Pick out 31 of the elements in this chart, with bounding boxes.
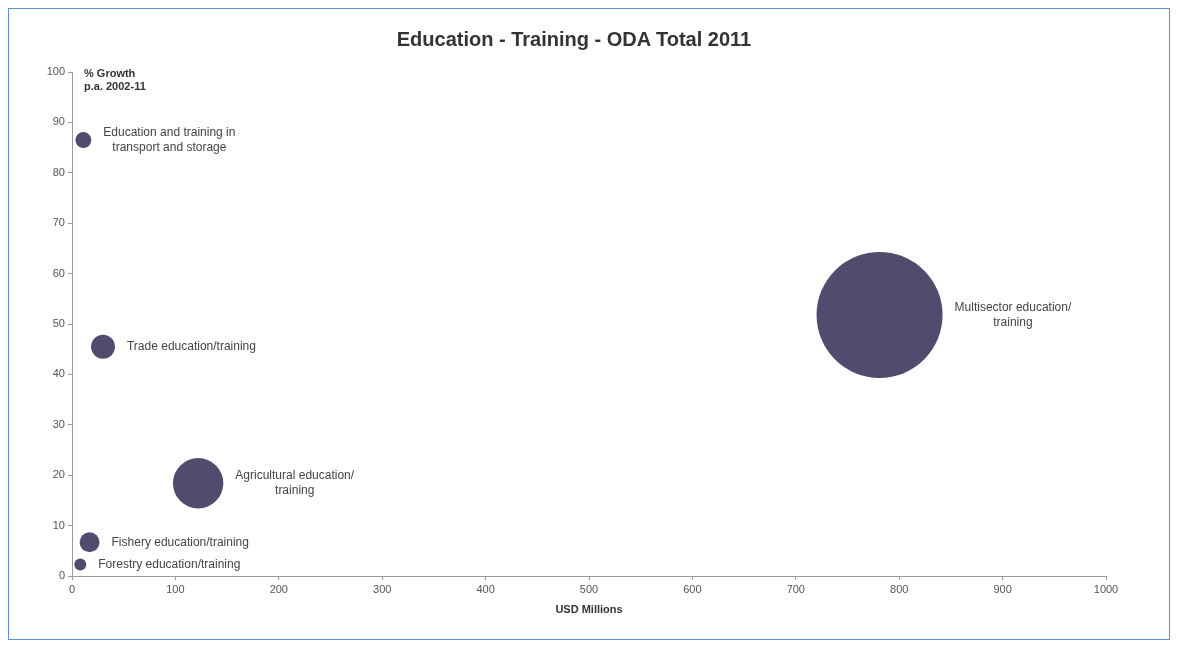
- x-tick-label: 800: [890, 582, 909, 595]
- x-tick-label: 300: [373, 582, 392, 595]
- y-tick-label: 20: [52, 468, 65, 481]
- x-tick-label: 700: [786, 582, 805, 595]
- y-tick-label: 10: [52, 518, 65, 531]
- y-tick-label: 40: [52, 367, 65, 380]
- x-tick-label: 500: [579, 582, 599, 595]
- chart-title: Education - Training - ODA Total 2011: [396, 27, 752, 50]
- series-label: Education and training in transport and storage: [103, 124, 236, 154]
- y-tick-label: 30: [52, 417, 65, 430]
- series-label: Forestry education/training: [98, 556, 241, 571]
- x-tick-label: 600: [683, 582, 702, 595]
- y-tick-label: 60: [52, 266, 65, 279]
- y-tick-label: 50: [52, 317, 65, 330]
- series-label: Agricultural education/ training: [235, 468, 355, 498]
- y-tick-label: 80: [52, 165, 65, 178]
- y-tick-label: 90: [52, 115, 65, 128]
- x-tick-label: 200: [269, 582, 288, 595]
- x-tick-label: 900: [993, 582, 1012, 595]
- x-tick-label: 100: [166, 582, 185, 595]
- series-label: Trade education/training: [126, 338, 256, 353]
- y-tick-label: 100: [46, 65, 65, 78]
- y-tick-label: 70: [52, 216, 65, 229]
- x-tick-label: 0: [68, 582, 76, 595]
- x-axis-title: USD Millions: [555, 602, 623, 615]
- x-tick-label: 1000: [1093, 582, 1119, 595]
- series-label: Multisector education/ training: [954, 299, 1072, 329]
- y-tick-label: 0: [58, 569, 65, 582]
- x-tick-label: 400: [476, 582, 495, 595]
- series-label: Fishery education/training: [111, 534, 249, 549]
- y-axis-title: % Growth p.a. 2002-11: [84, 67, 146, 93]
